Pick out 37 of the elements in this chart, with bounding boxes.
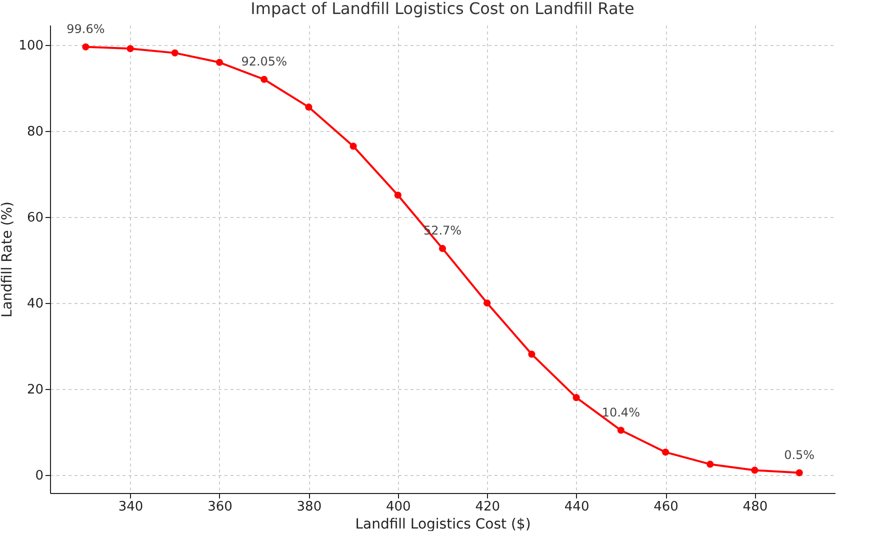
- point: [216, 58, 224, 66]
- point: [126, 45, 134, 52]
- point: [706, 460, 714, 468]
- data-label: 10.4%: [602, 405, 640, 420]
- point: [572, 394, 580, 402]
- point: [350, 142, 357, 150]
- x-tick-label: 420: [475, 500, 500, 514]
- point: [260, 76, 268, 83]
- point: [394, 192, 402, 199]
- point: [751, 466, 758, 474]
- point: [82, 43, 90, 50]
- x-tick-label: 480: [742, 500, 768, 514]
- y-tick-label: 60: [26, 210, 44, 226]
- point: [528, 350, 536, 358]
- chart-title: Impact of Landfill Logistics Cost on Landfill Rate: [250, 0, 634, 18]
- x-tick-label: 380: [296, 500, 322, 514]
- x-tick-label: 360: [208, 500, 232, 514]
- point: [662, 448, 670, 456]
- x-tick-label: 440: [564, 500, 590, 514]
- y-tick-label: 20: [26, 382, 44, 398]
- data-label: 99.6%: [66, 22, 105, 36]
- point: [796, 469, 803, 476]
- y-tick-label: 80: [26, 124, 44, 140]
- y-tick-label: 40: [26, 296, 44, 312]
- x-tick-label: 340: [118, 500, 144, 514]
- data-label: 92.05%: [241, 54, 287, 68]
- y-tick-label: 0: [35, 468, 44, 484]
- point: [484, 300, 491, 307]
- y-tick-label: 100: [18, 38, 44, 54]
- y-axis-title: Landfill Rate (%): [0, 202, 16, 318]
- point: [171, 49, 178, 56]
- x-tick-label: 400: [386, 500, 411, 514]
- point: [438, 244, 446, 252]
- point: [617, 426, 624, 434]
- x-tick-label: 460: [654, 500, 678, 514]
- point: [305, 104, 312, 111]
- data-label: 0.5%: [784, 448, 815, 462]
